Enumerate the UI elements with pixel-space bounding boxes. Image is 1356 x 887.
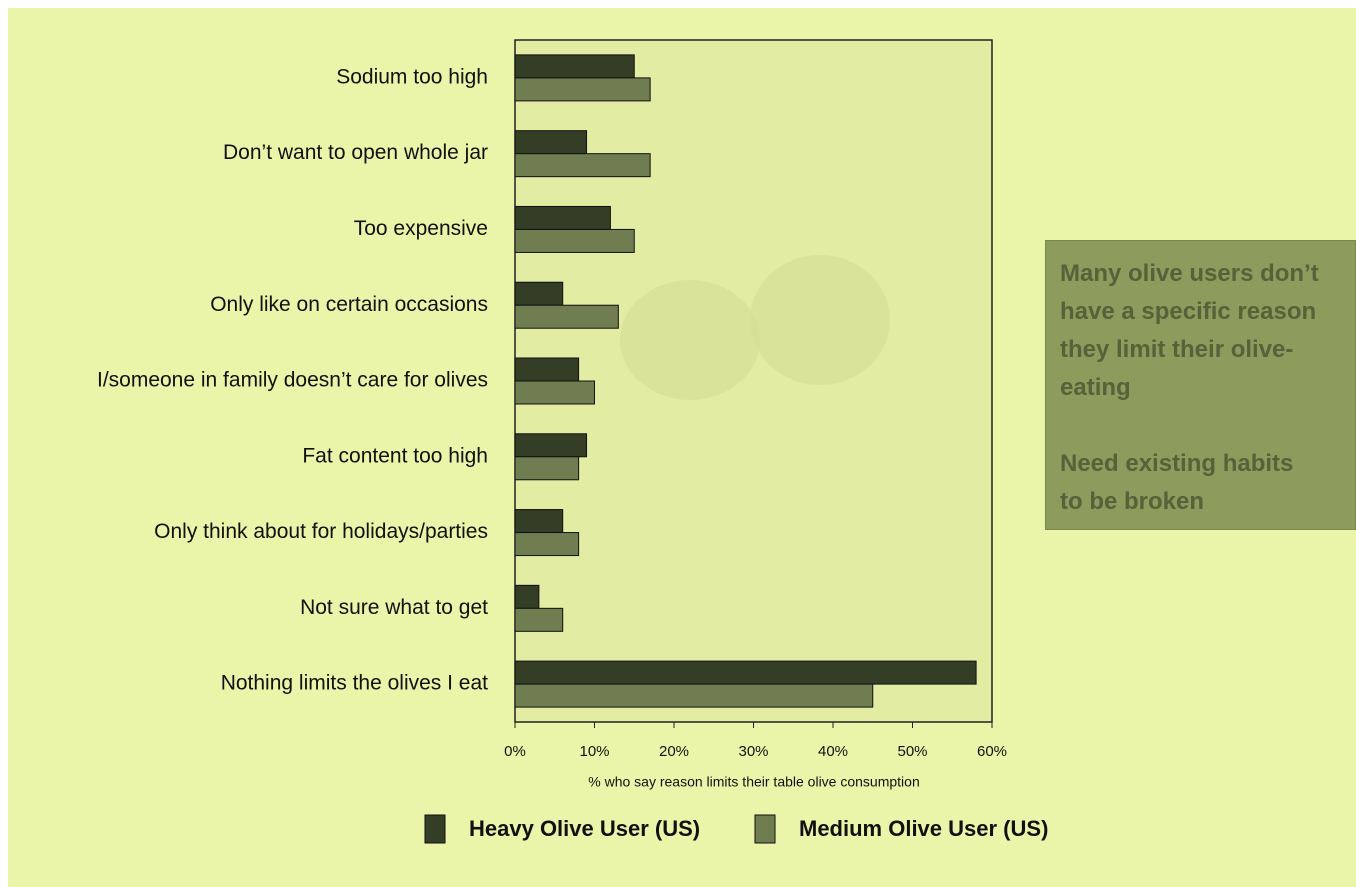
bar — [514, 509, 564, 534]
note-line: Need existing habits — [1060, 450, 1294, 477]
y-tick-label: Only like on certain occasions — [210, 293, 488, 316]
note-line: they limit their olive- — [1060, 336, 1294, 363]
bar — [514, 433, 588, 458]
legend-label: Medium Olive User (US) — [799, 816, 1048, 841]
y-tick-label: Not sure what to get — [300, 596, 488, 619]
bar — [514, 153, 651, 178]
bar — [514, 281, 564, 306]
bar — [514, 130, 588, 155]
x-tick-label: 30% — [738, 743, 768, 760]
x-tick-label: 10% — [579, 743, 609, 760]
y-tick-label: Sodium too high — [336, 65, 488, 88]
background-olive — [620, 280, 760, 400]
note-paragraph: Many olive users don’t have a specific re… — [1060, 255, 1351, 407]
bar — [514, 683, 874, 708]
bar — [514, 607, 564, 632]
note-paragraph: Need existing habits to be broken — [1060, 445, 1351, 521]
bar — [514, 304, 619, 329]
y-tick-label: Nothing limits the olives I eat — [221, 672, 488, 695]
y-tick-label: Don’t want to open whole jar — [223, 141, 488, 164]
bar — [514, 77, 651, 102]
bar — [514, 357, 580, 382]
note-box: Many olive users don’t have a specific re… — [1045, 240, 1356, 530]
y-tick-label: Only think about for holidays/parties — [154, 520, 488, 543]
note-line: to be broken — [1060, 488, 1205, 515]
legend-swatch — [424, 814, 446, 844]
y-tick-label: Fat content too high — [302, 444, 488, 467]
y-tick-label: Too expensive — [354, 217, 488, 240]
bar — [514, 456, 580, 481]
legend-label: Heavy Olive User (US) — [469, 816, 700, 841]
bar — [514, 584, 540, 609]
y-tick-label: I/someone in family doesn’t care for oli… — [97, 369, 488, 392]
bar — [514, 380, 595, 405]
note-line: Many olive users don’t — [1060, 260, 1319, 287]
x-tick-label: 20% — [659, 743, 689, 760]
x-tick-label: 50% — [897, 743, 927, 760]
bar — [514, 205, 611, 230]
bar — [514, 532, 580, 557]
bar — [514, 660, 977, 685]
x-tick-label: 40% — [818, 743, 848, 760]
x-axis-label: % who say reason limits their table oliv… — [588, 774, 920, 790]
bar — [514, 228, 635, 253]
bar — [514, 54, 635, 79]
x-tick-label: 0% — [504, 743, 526, 760]
note-line: eating — [1060, 374, 1131, 401]
background-olive — [750, 255, 890, 385]
legend-swatch — [754, 814, 776, 844]
note-line: have a specific reason — [1060, 298, 1317, 325]
x-tick-label: 60% — [977, 743, 1007, 760]
